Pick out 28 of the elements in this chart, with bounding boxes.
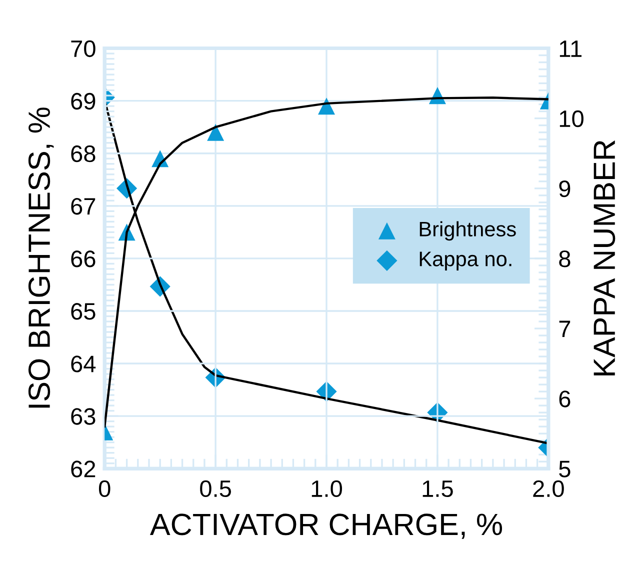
legend-label: Brightness (420, 221, 516, 241)
point (318, 98, 336, 115)
y-tick-label: 69 (71, 92, 96, 110)
x-tick-label: 1.0 (312, 480, 342, 498)
y-axis-title: ISO BRIGHTNESS, % (28, 108, 54, 408)
y2-tick-label: 9 (559, 180, 570, 198)
y2-axis-title: KAPPA NUMBER (594, 140, 616, 376)
y-tick-label: 62 (71, 460, 96, 478)
y2-tick-label: 10 (560, 110, 584, 128)
y2-tick-label: 5 (559, 460, 570, 478)
y-tick-label: 67 (71, 198, 96, 215)
x-tick-label: 1.5 (422, 480, 453, 498)
x-tick-label: 0.5 (200, 480, 231, 498)
point (207, 124, 224, 141)
x-tick-label: 2.0 (533, 480, 564, 498)
y2-tick-label: 7 (559, 320, 570, 338)
y-tick-label: 68 (71, 145, 96, 162)
y-tick-label: 64 (71, 356, 96, 372)
y2-tick-label: 11 (560, 40, 582, 57)
x-tick-label: 0 (98, 480, 110, 498)
legend-label: Kappa no. (420, 252, 512, 270)
x-axis-title: ACTIVATOR CHARGE, % (150, 514, 502, 539)
y-tick-label: 70 (71, 40, 96, 58)
y-tick-label: 66 (71, 250, 96, 268)
y2-tick-label: 8 (559, 250, 570, 268)
y-tick-label: 65 (71, 303, 96, 320)
y-tick-label: 63 (71, 408, 96, 425)
y2-tick-label: 6 (559, 390, 570, 408)
